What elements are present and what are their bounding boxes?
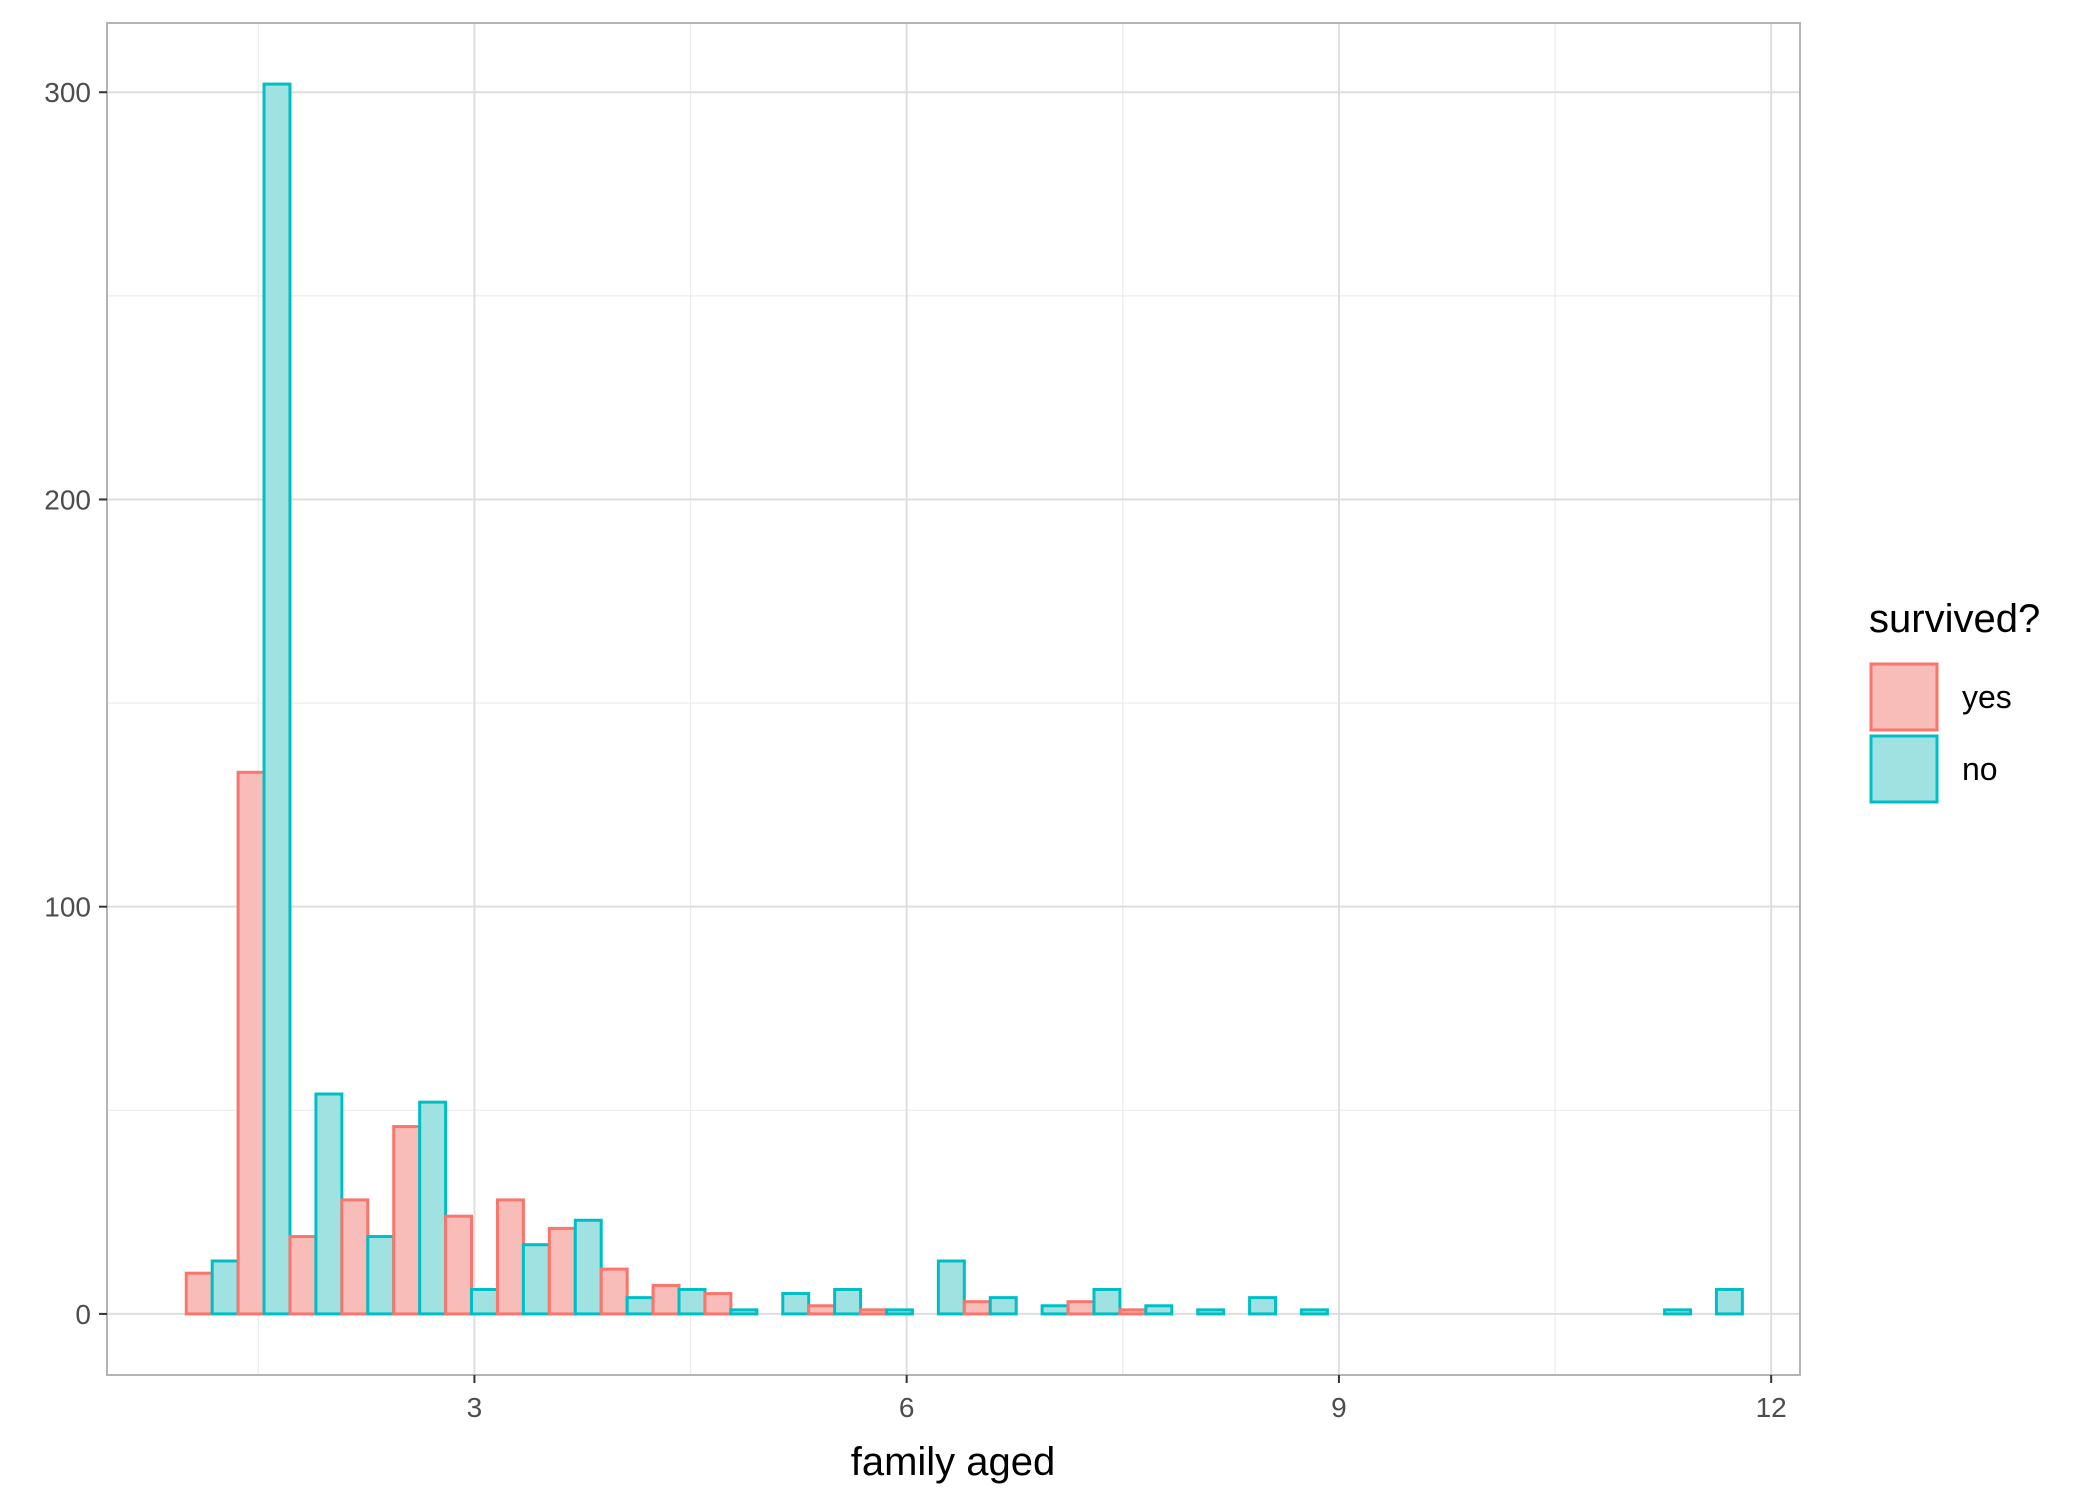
bar-no [366,1235,396,1316]
bar-yes [859,1308,889,1316]
x-tick-label: 3 [467,1392,483,1423]
bar-no [1663,1308,1692,1316]
legend-title: survived? [1869,597,2040,641]
x-tick-label: 6 [899,1392,915,1423]
bar-no [1714,1287,1744,1316]
bar-yes [1066,1300,1096,1316]
legend-label-no: no [1962,751,1998,787]
y-tick-label: 300 [44,77,91,108]
bar-no [988,1296,1018,1316]
panel-border [106,22,1801,1376]
bar-no [1092,1287,1122,1316]
bar-yes [599,1267,629,1316]
legend-key-no [1869,734,1939,804]
bar-yes [340,1198,370,1316]
x-axis-title: family aged [851,1440,1056,1484]
bar-no [470,1287,499,1316]
bar-no [521,1243,551,1316]
bar-no [1144,1304,1174,1316]
bar-no [1299,1308,1329,1316]
bar-no [885,1308,914,1316]
bar-yes [444,1214,474,1316]
x-axis: 3 6 9 12 [467,1375,1787,1423]
bar-no [210,1259,240,1316]
bar-no [1040,1304,1070,1316]
bar-no [833,1287,863,1316]
x-tick-label: 12 [1756,1392,1787,1423]
minor-gridlines [107,23,1800,1375]
y-axis: 0 100 200 300 [44,77,107,1330]
legend-key-yes [1869,662,1939,732]
major-gridlines [107,23,1800,1375]
bar-no [1248,1296,1278,1316]
bar-no [781,1292,811,1316]
y-tick-label: 100 [44,892,91,923]
bar-no [677,1287,707,1316]
legend: survived? yes no [1869,597,2040,804]
bar-no [262,82,292,1316]
bar-yes [807,1304,837,1316]
bar-no [418,1100,448,1316]
y-tick-label: 0 [75,1299,91,1330]
y-tick-label: 200 [44,484,91,515]
bar-no [1196,1308,1226,1316]
bar-yes [651,1283,681,1316]
legend-label-yes: yes [1962,679,2012,715]
bar-yes [184,1271,214,1316]
bar-no [573,1218,603,1316]
bar-yes [547,1226,577,1316]
bar-yes [1118,1308,1148,1316]
bar-no [729,1308,759,1316]
bar-yes [962,1300,992,1316]
bar-no [314,1092,344,1316]
bar-yes [495,1198,525,1316]
bar-no [936,1259,966,1316]
bar-yes [288,1235,318,1316]
bars [184,82,1744,1316]
bar-yes [703,1292,733,1316]
bar-yes [236,770,266,1316]
bar-no [625,1296,655,1316]
bar-yes [392,1125,422,1316]
x-tick-label: 9 [1331,1392,1347,1423]
